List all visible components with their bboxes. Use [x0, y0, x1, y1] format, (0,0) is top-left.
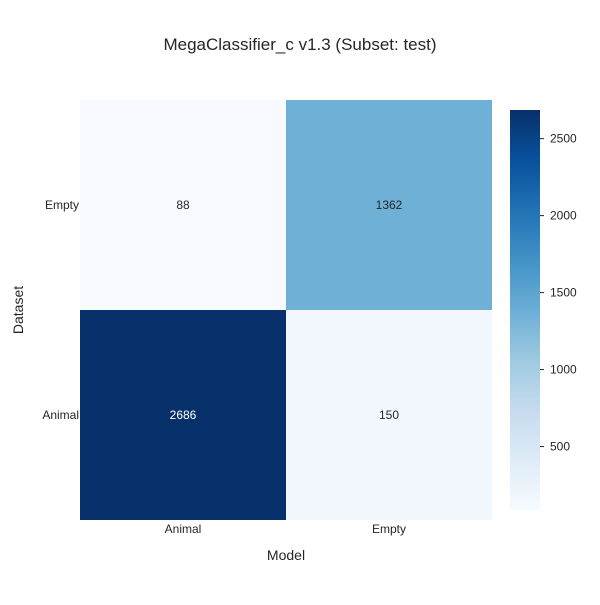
colorbar: [510, 110, 540, 510]
heatmap-cell-value: 1362: [376, 198, 403, 212]
x-axis-label: Model: [267, 547, 305, 563]
x-tick-label: Empty: [372, 522, 406, 536]
heatmap-cell: [286, 310, 492, 520]
y-tick-label: Empty: [45, 198, 79, 212]
colorbar-tick-label: 1000: [550, 363, 577, 377]
x-tick-label: Animal: [165, 522, 202, 536]
y-tick-label: Animal: [42, 408, 79, 422]
heatmap-cell-labels: 88 1362 2686 150: [170, 198, 403, 422]
colorbar-tick-label: 500: [550, 440, 570, 454]
heatmap-cell: [80, 310, 286, 520]
heatmap-cells: [80, 100, 492, 520]
heatmap-cell-value: 2686: [170, 408, 197, 422]
colorbar-tick-label: 2000: [550, 209, 577, 223]
heatmap-cell-value: 150: [379, 408, 399, 422]
y-axis-label: Dataset: [10, 286, 26, 334]
x-axis-tick-labels: Animal Empty: [165, 522, 406, 536]
chart-title: MegaClassifier_c v1.3 (Subset: test): [163, 35, 436, 54]
colorbar-tick-label: 1500: [550, 286, 577, 300]
y-axis-tick-labels: Empty Animal: [42, 198, 79, 422]
colorbar-ticks: 500 1000 1500 2000 2500: [540, 132, 577, 454]
heatmap-cell: [80, 100, 286, 310]
heatmap-cell: [286, 100, 492, 310]
heatmap-cell-value: 88: [176, 198, 190, 212]
colorbar-tick-label: 2500: [550, 132, 577, 146]
